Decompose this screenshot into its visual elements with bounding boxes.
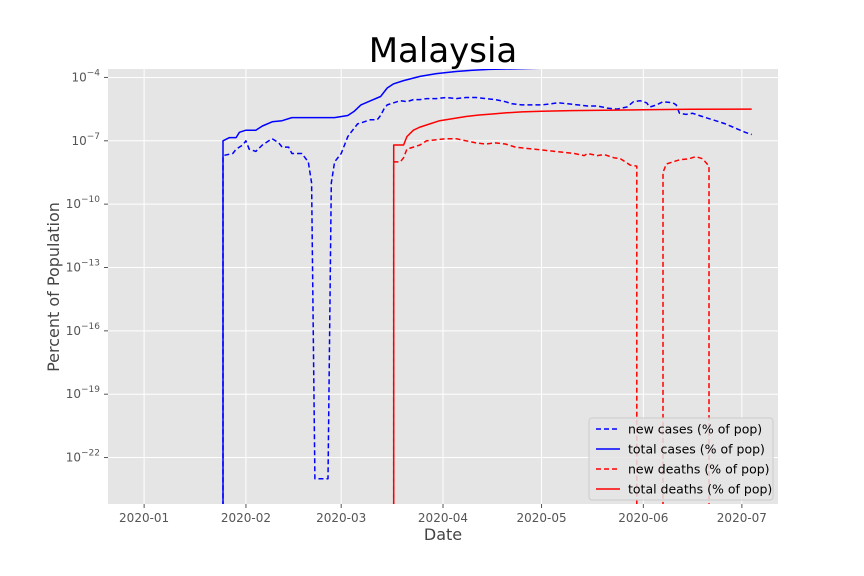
y-axis-label: Percent of Population: [44, 202, 63, 372]
x-tick-label: 2020-05: [516, 511, 566, 525]
x-tick-label: 2020-04: [418, 511, 468, 525]
series-line: [222, 69, 540, 504]
legend-label: new deaths (% of pop): [628, 462, 770, 477]
y-tick-label: 10−19: [66, 385, 101, 401]
legend: new cases (% of pop) total cases (% of po…: [588, 417, 774, 501]
x-tick-label: 2020-01: [119, 511, 169, 525]
y-tick-label: 10−16: [66, 322, 101, 338]
y-tick-label: 10−13: [66, 258, 100, 274]
legend-label: new cases (% of pop): [628, 422, 762, 437]
chart-title: Malaysia: [369, 31, 518, 71]
x-tick-label: 2020-02: [221, 511, 271, 525]
y-tick-label: 10−4: [71, 68, 100, 84]
y-tick-label: 10−7: [71, 132, 100, 148]
legend-label: total cases (% of pop): [628, 442, 765, 457]
legend-box: [588, 417, 774, 501]
x-tick-label: 2020-06: [618, 511, 668, 525]
x-tick-label: 2020-07: [717, 511, 767, 525]
series-layer: [222, 69, 752, 504]
axis-ticks: 2020-01 2020-02 2020-03 2020-04 2020-05 2020-…: [66, 68, 767, 525]
series-line: [392, 108, 752, 504]
y-tick-label: 10−10: [66, 195, 101, 211]
y-tick-label: 10−22: [66, 449, 100, 465]
series-line: [392, 137, 710, 504]
series-line: [222, 96, 752, 504]
legend-label: total deaths (% of pop): [628, 482, 772, 497]
x-tick-label: 2020-03: [316, 511, 366, 525]
x-axis-label: Date: [424, 525, 462, 544]
